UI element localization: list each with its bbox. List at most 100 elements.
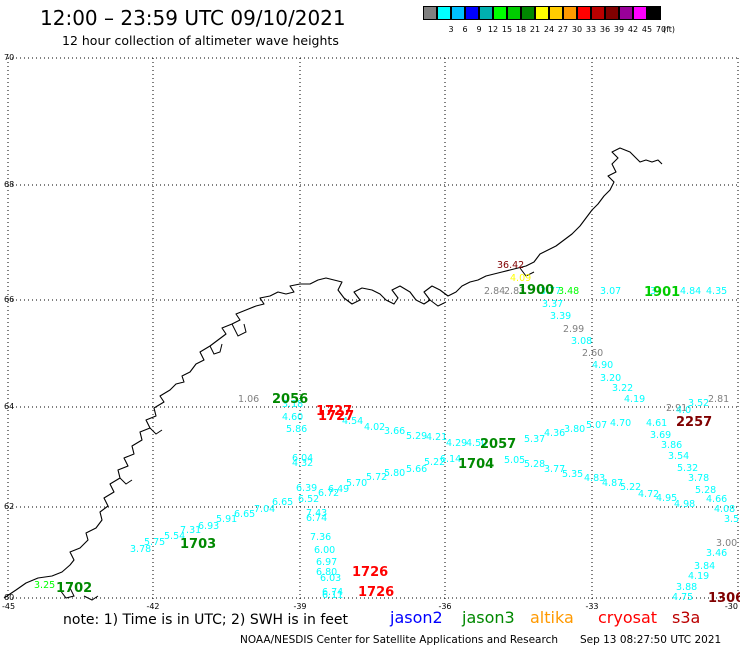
swh-value: 6.39 bbox=[296, 483, 317, 494]
swh-value: 6.14 bbox=[440, 454, 461, 465]
satellite-legend-item: cryosat bbox=[598, 608, 658, 627]
lon-label: -30 bbox=[725, 602, 738, 611]
swh-value: 3.77 bbox=[540, 286, 561, 297]
swh-value: 4.98 bbox=[674, 499, 695, 510]
swh-value: 4.83 bbox=[584, 473, 605, 484]
legend-swatch-label: 33 bbox=[585, 25, 597, 34]
swh-value: 6.00 bbox=[314, 545, 335, 556]
swh-value: 3.25 bbox=[34, 580, 55, 591]
legend-swatch bbox=[619, 6, 633, 20]
swh-value: 3.54 bbox=[668, 451, 689, 462]
pass-time: 1726 bbox=[352, 565, 388, 580]
lat-label: 60 bbox=[4, 593, 14, 602]
swh-value: 2.83 bbox=[504, 286, 525, 297]
map-notes: note: 1) Time is in UTC; 2) SWH is in fe… bbox=[63, 612, 349, 628]
legend-swatch-label: 15 bbox=[501, 25, 513, 34]
lat-label: 64 bbox=[4, 402, 14, 411]
swh-value: 4.0 bbox=[676, 405, 691, 416]
legend-swatch bbox=[535, 6, 549, 20]
swh-value: 6.97 bbox=[316, 557, 337, 568]
pass-time: 1900 bbox=[518, 283, 554, 298]
legend-swatch bbox=[549, 6, 563, 20]
legend-swatch-label: 30 bbox=[571, 25, 583, 34]
lon-label: -45 bbox=[2, 602, 15, 611]
swh-value: 3.18 bbox=[282, 399, 303, 410]
swh-value: 4.60 bbox=[282, 412, 303, 423]
legend-swatch bbox=[647, 6, 661, 20]
pass-time: 1726 bbox=[358, 585, 394, 600]
swh-value: 4.19 bbox=[624, 394, 645, 405]
legend-swatch-label: 24 bbox=[543, 25, 555, 34]
lat-label: 62 bbox=[4, 502, 14, 511]
swh-value: 3.52 bbox=[688, 398, 709, 409]
swh-value: 3.08 bbox=[571, 336, 592, 347]
swh-value: 5.75 bbox=[144, 537, 165, 548]
longitude-labels: -45 -42 -39 -36 -33 -30 bbox=[2, 602, 738, 611]
swh-value: 3.77 bbox=[544, 464, 565, 475]
lon-label: -36 bbox=[438, 602, 451, 611]
swh-value: 5.70 bbox=[346, 478, 367, 489]
pass-time: 2056 bbox=[272, 392, 308, 407]
latitude-labels: 70 68 66 64 62 60 bbox=[4, 53, 14, 602]
pass-time: 1727 bbox=[318, 409, 354, 424]
swh-value: 7.04 bbox=[254, 504, 275, 515]
swh-value: 4.35 bbox=[706, 286, 727, 297]
swh-value: 3.86 bbox=[661, 440, 682, 451]
lon-label: -39 bbox=[293, 602, 306, 611]
swh-value: 5.07 bbox=[586, 420, 607, 431]
swh-value: 36.42 bbox=[497, 260, 524, 271]
legend-swatch bbox=[507, 6, 521, 20]
swh-value: 4.32 bbox=[292, 458, 313, 469]
swh-value: 5.28 bbox=[695, 485, 716, 496]
wave-height-observations: 36.424.092.842.83 3.773.48 3.07 4.84 4.3533.… bbox=[34, 260, 739, 603]
swh-value: 6.03 bbox=[320, 573, 341, 584]
legend-swatch bbox=[437, 6, 451, 20]
pass-time: 1703 bbox=[180, 537, 216, 552]
swh-value: 5.32 bbox=[677, 463, 698, 474]
swh-value: 7.31 bbox=[180, 525, 201, 536]
lat-label: 66 bbox=[4, 295, 14, 304]
swh-value: 4.19 bbox=[688, 571, 709, 582]
swh-value: 6.80 bbox=[316, 567, 337, 578]
swh-value: 6.65 bbox=[234, 509, 255, 520]
legend-swatch-label: 27 bbox=[557, 25, 569, 34]
legend-swatch-label: 6 bbox=[462, 25, 468, 34]
swh-value: 3.66 bbox=[384, 426, 405, 437]
swh-value: 4.72 bbox=[638, 489, 659, 500]
swh-value: 5.29 bbox=[406, 431, 427, 442]
pass-time: 1702 bbox=[56, 581, 92, 596]
legend-swatch bbox=[493, 6, 507, 20]
swh-value: 5.91 bbox=[216, 514, 237, 525]
swh-value: 4.87 bbox=[602, 478, 623, 489]
swh-value: 2.99 bbox=[563, 324, 584, 335]
pass-time: 2057 bbox=[480, 437, 516, 452]
swh-value: 5.35 bbox=[562, 469, 583, 480]
swh-value: 2.81 bbox=[708, 394, 729, 405]
legend-swatch-label: 21 bbox=[529, 25, 541, 34]
legend-swatch bbox=[423, 6, 437, 20]
swh-value: 5.54 bbox=[164, 531, 185, 542]
lon-label: -42 bbox=[146, 602, 159, 611]
swh-value: 4.95 bbox=[656, 493, 677, 504]
swh-value: 6.04 bbox=[292, 453, 313, 464]
lon-label: -33 bbox=[585, 602, 598, 611]
legend-swatch bbox=[521, 6, 535, 20]
swh-value: 4.61 bbox=[646, 418, 667, 429]
lat-label: 68 bbox=[4, 180, 14, 189]
swh-value: 4.70 bbox=[610, 418, 631, 429]
swh-value: 3.00 bbox=[716, 538, 737, 549]
pass-time: 2257 bbox=[676, 415, 712, 430]
pass-time: 1704 bbox=[458, 457, 494, 472]
legend-swatch bbox=[577, 6, 591, 20]
lat-label: 70 bbox=[4, 53, 14, 62]
swh-value: 7.36 bbox=[310, 532, 331, 543]
swh-value: 5.37 bbox=[524, 434, 545, 445]
page-title: 12:00 – 23:59 UTC 09/10/2021 bbox=[40, 6, 346, 30]
swh-value: 6.93 bbox=[198, 521, 219, 532]
legend-swatch-label: 18 bbox=[515, 25, 527, 34]
greenland-coastline bbox=[3, 147, 663, 601]
footer-credit: NOAA/NESDIS Center for Satellite Applica… bbox=[240, 634, 558, 646]
swh-value: 4.29 bbox=[446, 438, 467, 449]
swh-value: 3.69 bbox=[650, 430, 671, 441]
